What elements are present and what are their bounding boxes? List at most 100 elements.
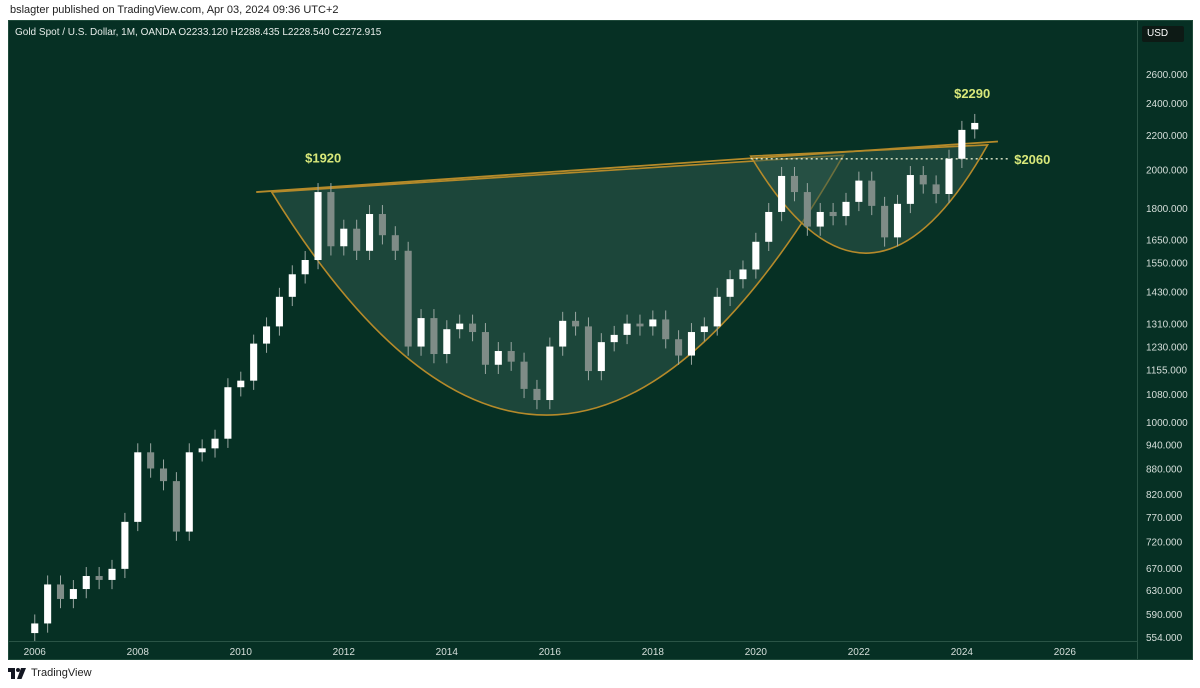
candle-body — [687, 332, 696, 356]
candle-body — [945, 158, 953, 195]
candle-body — [340, 228, 348, 247]
price-tick-label: 720.000 — [1146, 538, 1183, 549]
candle-body — [327, 192, 335, 247]
cup-pattern — [270, 154, 845, 416]
publish-attribution: bslagter published on TradingView.com, A… — [10, 4, 339, 16]
candle-body — [56, 584, 65, 599]
candle-body — [314, 192, 322, 261]
candle-body — [237, 380, 245, 388]
price-annotation: $2290 — [954, 86, 990, 101]
candle-body — [430, 318, 438, 355]
candle-body — [378, 214, 386, 236]
price-tick-label: 770.000 — [1146, 513, 1183, 524]
time-axis[interactable]: 2006 2008 2010 2012 2014 2016 2018 2020 2022 2024… — [9, 641, 1137, 660]
candle-body — [559, 320, 567, 347]
candle-body — [69, 589, 77, 599]
candle-body — [906, 175, 914, 204]
candle-body — [417, 318, 425, 347]
candle-body — [366, 214, 374, 251]
time-axis-svg: 2006 2008 2010 2012 2014 2016 2018 2020 2022 2024… — [24, 647, 1077, 658]
candle-body — [584, 326, 592, 372]
currency-badge[interactable]: USD — [1142, 26, 1184, 42]
price-tick-label: 2000.000 — [1146, 166, 1188, 177]
candle-body — [932, 184, 940, 195]
candle-body — [868, 180, 876, 206]
price-tick-label: 1430.000 — [1146, 288, 1188, 299]
time-tick-label: 2016 — [539, 647, 562, 658]
price-tick-label: 1550.000 — [1146, 258, 1188, 269]
price-tick-label: 880.000 — [1146, 464, 1183, 475]
candle-body — [623, 323, 631, 335]
price-axis[interactable]: 2600.000 2400.000 2200.000 2000.000 1800.000… — [1137, 21, 1193, 659]
candle-body — [404, 250, 412, 347]
candle-body — [275, 296, 283, 327]
candle-body — [842, 201, 850, 217]
candle-body — [636, 323, 644, 327]
candle-body — [108, 568, 116, 580]
candle-body — [675, 339, 683, 356]
candle-body — [159, 468, 168, 482]
candle-body — [224, 387, 232, 439]
candle-body — [726, 279, 734, 297]
candle-body — [649, 319, 657, 327]
price-tick-label: 590.000 — [1146, 610, 1183, 621]
price-annotation: $1920 — [305, 150, 341, 165]
price-tick-label: 2400.000 — [1146, 99, 1188, 110]
candle-body — [301, 260, 309, 275]
tradingview-logo-icon — [8, 667, 26, 679]
candle-body — [700, 326, 708, 333]
candle-body — [31, 623, 39, 634]
candle-body — [919, 175, 927, 185]
price-tick-label: 630.000 — [1146, 586, 1183, 597]
time-tick-label: 2014 — [436, 647, 459, 658]
candle-body — [610, 334, 618, 343]
candle-body — [134, 452, 142, 522]
time-tick-label: 2024 — [951, 647, 974, 658]
time-tick-label: 2008 — [127, 647, 150, 658]
candle-body — [816, 211, 824, 227]
footer: TradingView — [8, 667, 92, 679]
candle-body — [353, 228, 361, 251]
chart-plot[interactable]: $1920 $2060 $2290 — [9, 21, 1137, 641]
candle-body — [893, 203, 902, 238]
candle-body — [971, 122, 979, 130]
chart-frame[interactable]: $1920 $2060 $2290 Gold Spot / U.S. Dollar,… — [8, 20, 1193, 660]
candle-body — [855, 180, 863, 202]
price-tick-label: 940.000 — [1146, 440, 1183, 451]
candle-body — [572, 320, 580, 327]
annotations-layer: $1920 $2060 $2290 — [305, 86, 1050, 167]
candle-body — [546, 346, 554, 401]
candle-body — [829, 211, 837, 217]
time-tick-label: 2006 — [24, 647, 47, 658]
resistance-line — [256, 140, 998, 193]
time-tick-label: 2022 — [848, 647, 871, 658]
price-tick-label: 2600.000 — [1146, 70, 1188, 81]
candle-body — [494, 351, 502, 365]
symbol-legend[interactable]: Gold Spot / U.S. Dollar, 1M, OANDA O2233… — [15, 27, 382, 38]
time-tick-label: 2020 — [745, 647, 768, 658]
time-tick-label: 2012 — [333, 647, 356, 658]
pattern-layer — [256, 140, 1009, 416]
candle-body — [172, 481, 180, 532]
candle-body — [198, 448, 206, 453]
candle-body — [778, 175, 786, 212]
candle-body — [211, 438, 219, 449]
candles-layer — [31, 113, 979, 641]
candle-body — [713, 296, 721, 327]
candle-body — [250, 343, 258, 381]
candle-body — [288, 274, 296, 297]
candle-body — [765, 211, 773, 242]
candle-body — [82, 576, 90, 590]
candle-body — [739, 269, 747, 280]
footer-brand: TradingView — [31, 667, 92, 679]
price-tick-label: 1800.000 — [1146, 204, 1188, 215]
candle-body — [662, 319, 670, 340]
time-tick-label: 2026 — [1054, 647, 1077, 658]
candle-body — [520, 361, 528, 389]
candle-body — [391, 235, 399, 251]
candle-body — [597, 342, 605, 372]
time-tick-label: 2018 — [642, 647, 665, 658]
time-ticks: 2006 2008 2010 2012 2014 2016 2018 2020 2022 2024… — [24, 647, 1077, 658]
candle-body — [262, 326, 271, 344]
candle-body — [185, 452, 193, 532]
